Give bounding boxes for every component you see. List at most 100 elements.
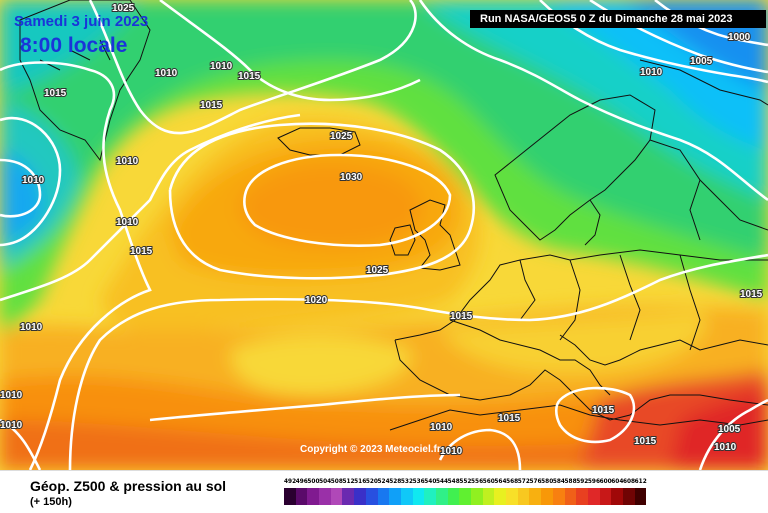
isobar-label: 1010 xyxy=(0,420,23,431)
legend-swatch xyxy=(354,488,366,505)
legend-value: 520 xyxy=(365,479,378,485)
isobar-label: 1015 xyxy=(592,405,615,416)
legend-swatch xyxy=(330,488,343,505)
legend-swatch xyxy=(389,488,401,505)
legend-value: 536 xyxy=(412,479,425,485)
legend-swatch xyxy=(377,488,390,505)
legend-value: 544 xyxy=(435,479,449,485)
isobar-label: 1015 xyxy=(44,88,67,99)
legend-swatch xyxy=(295,488,308,505)
isobar-label: 1015 xyxy=(634,436,657,447)
legend-swatch xyxy=(622,488,635,505)
isobar-label: 1010 xyxy=(116,217,139,228)
legend-swatch xyxy=(552,488,565,505)
legend-swatch xyxy=(471,488,483,505)
legend-value: 496 xyxy=(295,479,308,485)
legend-value: 548 xyxy=(447,479,460,485)
legend-swatch xyxy=(447,488,460,505)
isobar-label: 1015 xyxy=(200,100,223,111)
legend-swatch xyxy=(541,488,553,505)
isobar-label: 1005 xyxy=(690,56,713,67)
isobar-label: 1010 xyxy=(155,68,178,79)
legend-value: 584 xyxy=(552,479,565,485)
legend-swatch xyxy=(576,488,588,505)
legend-value: 576 xyxy=(529,479,542,485)
isobar-label: 1010 xyxy=(20,322,43,333)
legend-value: 540 xyxy=(424,479,437,485)
legend-value: 524 xyxy=(377,479,390,485)
legend-value: 516 xyxy=(354,479,367,485)
legend-value: 512 xyxy=(342,479,355,485)
legend-value: 588 xyxy=(564,479,577,485)
legend-swatch xyxy=(634,488,647,505)
legend-value: 508 xyxy=(330,479,343,485)
legend-value: 612 xyxy=(634,479,647,485)
isobar-label: 1025 xyxy=(112,3,135,14)
legend-colors xyxy=(284,488,647,505)
legend-value: 580 xyxy=(541,479,554,485)
isobar-label: 1020 xyxy=(305,295,328,306)
legend-value: 500 xyxy=(307,479,320,485)
map-subtitle: (+ 150h) xyxy=(30,496,72,508)
legend-labels: 492 496 500 504 508 512 516 520 524 528 532 536 540 5… xyxy=(284,479,647,485)
legend-value: 492 xyxy=(284,479,297,485)
legend-value: 528 xyxy=(389,479,402,485)
legend-swatch xyxy=(424,488,436,505)
isobar-label: 1010 xyxy=(640,67,663,78)
legend-value: 608 xyxy=(622,479,636,485)
legend-swatch xyxy=(599,488,612,505)
legend-swatch xyxy=(435,488,448,505)
isobar-label: 1010 xyxy=(210,61,233,72)
isobar-label: 1030 xyxy=(340,172,363,183)
isobar-label: 1015 xyxy=(498,413,521,424)
isobar-label: 1010 xyxy=(0,390,23,401)
legend-value: 532 xyxy=(400,479,413,485)
legend-swatch xyxy=(400,488,413,505)
footer-bar: Géop. Z500 & pression au sol (+ 150h) 49… xyxy=(0,470,768,513)
legend-swatch xyxy=(529,488,542,505)
forecast-date: Samedi 3 juin 2023 xyxy=(14,13,149,30)
map-title: Géop. Z500 & pression au sol xyxy=(30,478,227,494)
legend-swatch xyxy=(307,488,320,505)
legend-swatch xyxy=(517,488,530,505)
legend-value: 604 xyxy=(611,479,624,485)
forecast-time: 8:00 locale xyxy=(20,34,128,57)
legend-value: 564 xyxy=(494,479,507,485)
isobar-label: 1015 xyxy=(238,71,261,82)
legend-swatch xyxy=(365,488,378,505)
copyright-text: Copyright © 2023 Meteociel.fr xyxy=(300,444,441,455)
isobar-label: 1015 xyxy=(130,246,153,257)
legend-swatch xyxy=(506,488,518,505)
legend-swatch xyxy=(284,488,296,505)
isobar-labels: 1025 1010 1010 1015 1015 1015 1010 1025 … xyxy=(0,2,764,458)
legend-value: 600 xyxy=(599,479,612,485)
legend-swatch xyxy=(319,488,331,505)
isobar-label: 1010 xyxy=(430,422,453,433)
legend-swatch xyxy=(564,488,577,505)
legend-swatch xyxy=(587,488,600,505)
legend-value: 556 xyxy=(471,479,484,485)
legend-swatch xyxy=(412,488,425,505)
isobar-label: 1010 xyxy=(714,442,737,453)
legend-value: 572 xyxy=(517,479,530,485)
isobar-label: 1010 xyxy=(22,175,45,186)
legend-value: 596 xyxy=(587,479,600,485)
isobars xyxy=(0,0,768,470)
isobar-label: 1015 xyxy=(740,289,763,300)
legend-value: 592 xyxy=(576,479,589,485)
legend-value: 552 xyxy=(459,479,472,485)
isobar-label: 1025 xyxy=(330,131,353,142)
legend-value: 504 xyxy=(319,479,332,485)
run-info: Run NASA/GEOS5 0 Z du Dimanche 28 mai 20… xyxy=(470,10,766,28)
legend-swatch xyxy=(482,488,495,505)
legend-value: 560 xyxy=(482,479,495,485)
isobar-label: 1000 xyxy=(728,32,751,43)
legend-value: 568 xyxy=(506,479,519,485)
isobar-label: 1025 xyxy=(366,265,389,276)
weather-map: 1025 1010 1010 1015 1015 1015 1010 1025 … xyxy=(0,0,768,470)
isobar-label: 1010 xyxy=(440,446,463,457)
legend-swatch xyxy=(611,488,623,505)
legend-swatch xyxy=(494,488,507,505)
legend-swatch xyxy=(459,488,471,505)
geopotential-field xyxy=(0,0,768,470)
